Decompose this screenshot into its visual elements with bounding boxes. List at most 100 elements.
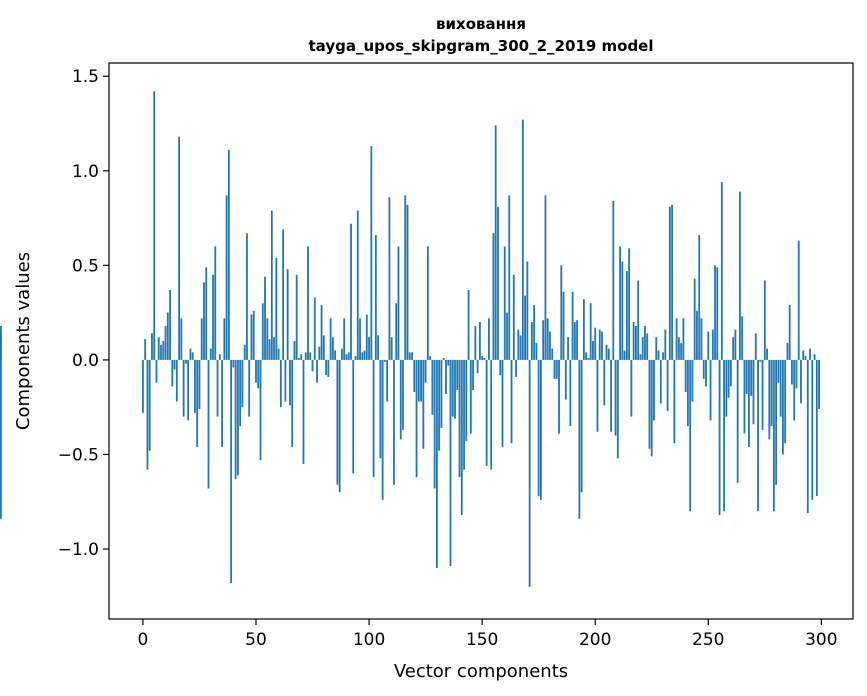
bar-133 [442, 358, 445, 360]
bar-264 [739, 191, 741, 360]
bar-87 [338, 359, 341, 493]
bar-40 [232, 359, 235, 368]
bar-160 [503, 246, 506, 360]
bar-225 [650, 359, 653, 457]
bar-261 [732, 337, 735, 360]
bar-287 [791, 359, 793, 385]
bar-221 [641, 337, 644, 360]
bar-220 [639, 354, 642, 360]
bar-13 [171, 359, 174, 387]
bar-198 [589, 303, 592, 360]
bar-251 [709, 359, 712, 421]
bar-60 [277, 348, 280, 360]
bar-62 [282, 229, 285, 360]
bar-281 [777, 359, 780, 383]
bar-1 [144, 339, 147, 360]
bar-139 [456, 359, 459, 391]
bar-31 [212, 274, 214, 360]
bar-130 [436, 359, 438, 568]
bar-61 [279, 359, 282, 408]
x-tick-label: 50 [245, 630, 267, 650]
bar-119 [411, 352, 413, 360]
bar-109 [388, 197, 391, 360]
y-tick-label: −1.0 [58, 540, 99, 560]
bar-148 [476, 359, 479, 374]
bar-174 [535, 342, 538, 360]
bar-184 [558, 359, 560, 434]
bar-59 [275, 257, 278, 360]
bar-239 [682, 318, 685, 360]
bar-76 [313, 297, 316, 360]
bar-22 [191, 352, 194, 360]
bar-2 [146, 359, 149, 470]
bar-144 [467, 289, 470, 360]
bar-178 [544, 195, 547, 360]
bar-301 [0, 325, 2, 360]
bar-189 [569, 359, 572, 427]
bar-168 [521, 119, 524, 360]
bar-219 [637, 280, 640, 360]
x-tick-label: 150 [466, 630, 498, 650]
bar-151 [483, 358, 486, 360]
bar-70 [300, 354, 303, 360]
bar-37 [225, 195, 228, 360]
bar-89 [343, 318, 346, 360]
bar-84 [331, 337, 334, 360]
bar-116 [404, 195, 407, 360]
bar-210 [616, 359, 619, 459]
bar-202 [598, 329, 601, 360]
bar-45 [243, 344, 246, 360]
bar-121 [415, 359, 418, 478]
bar-66 [291, 359, 294, 447]
bar-16 [178, 136, 181, 360]
y-tick-label: 1.5 [72, 67, 99, 87]
bar-102 [372, 359, 375, 478]
bar-85 [334, 350, 337, 360]
bar-277 [768, 359, 771, 440]
bar-255 [718, 359, 721, 515]
bar-286 [788, 305, 791, 360]
bar-57 [270, 210, 273, 360]
bar-170 [526, 261, 529, 360]
bar-176 [540, 359, 542, 500]
bar-259 [727, 359, 730, 398]
bar-52 [259, 359, 262, 461]
bar-186 [562, 291, 565, 360]
bar-73 [307, 246, 309, 360]
bar-68 [295, 274, 298, 360]
bar-175 [537, 359, 540, 497]
bar-86 [336, 359, 339, 485]
bar-254 [716, 267, 719, 360]
bar-107 [383, 359, 386, 362]
y-axis-ticks: −1.0 −0.5 0.0 0.5 1.0 1.5 [58, 67, 109, 560]
bar-39 [230, 359, 233, 584]
bar-26 [200, 318, 203, 360]
x-tick-label: 200 [579, 630, 611, 650]
bar-152 [485, 359, 488, 466]
bar-171 [528, 359, 531, 587]
bar-49 [252, 310, 255, 360]
y-tick-label: 0.0 [72, 351, 99, 371]
bar-183 [555, 359, 558, 379]
bar-77 [316, 359, 318, 383]
bar-42 [237, 359, 239, 476]
bar-185 [560, 265, 563, 360]
bar-241 [687, 359, 689, 427]
bar-9 [162, 341, 165, 360]
bar-269 [750, 359, 753, 396]
bar-132 [440, 359, 443, 428]
bar-74 [309, 352, 312, 360]
bar-46 [246, 233, 248, 360]
bar-284 [784, 359, 787, 444]
bar-27 [203, 282, 205, 360]
bar-165 [515, 359, 517, 377]
bar-134 [445, 359, 447, 394]
bar-291 [800, 359, 802, 404]
bar-199 [592, 341, 594, 360]
bar-252 [711, 329, 714, 360]
bar-295 [809, 348, 811, 360]
bar-120 [413, 359, 416, 393]
bar-117 [406, 204, 409, 360]
bar-83 [329, 318, 332, 360]
